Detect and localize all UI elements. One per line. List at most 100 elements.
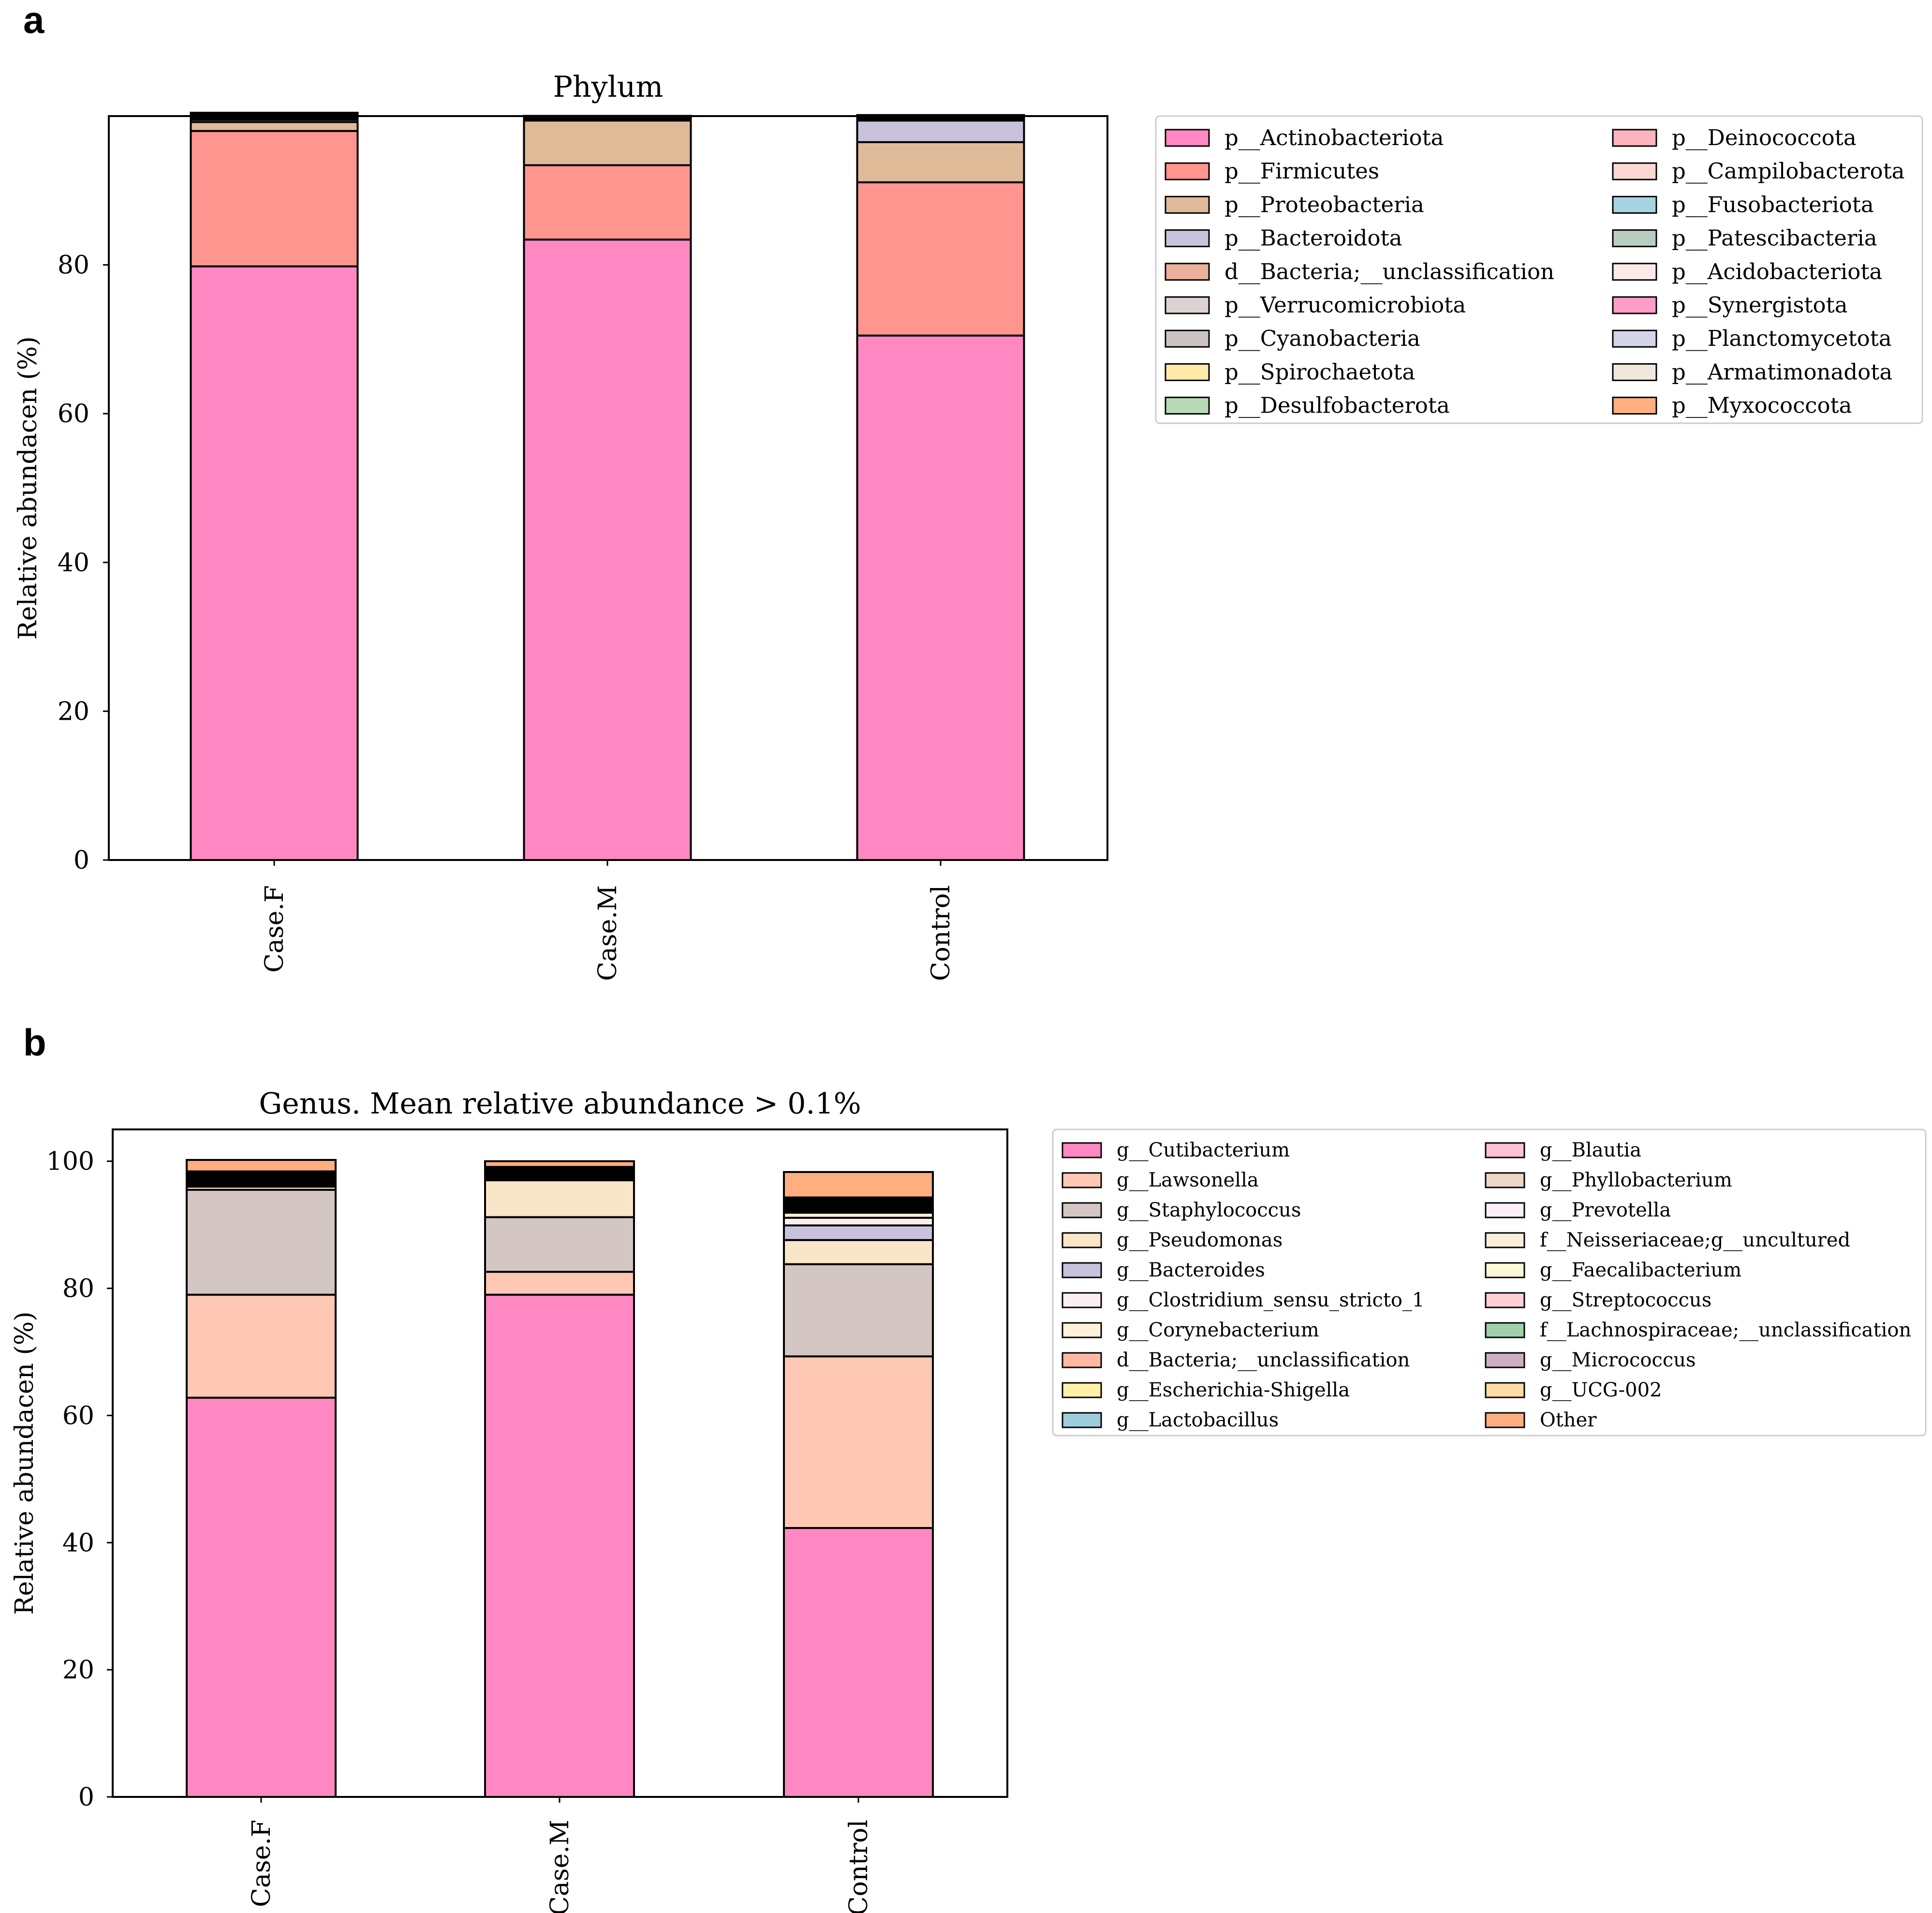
legend-label-d-bacteria-unclassification: d__Bacteria;__unclassification <box>1117 1349 1410 1371</box>
panel-letter-a: a <box>23 0 44 41</box>
legend-frame <box>1155 115 1923 424</box>
legend-swatch-g-lawsonella <box>1062 1172 1102 1188</box>
legend-swatch-p-verrucomicrobiota <box>1165 296 1210 314</box>
x-tick-label-control: Control <box>927 885 956 981</box>
legend-swatch-p-deinococcota <box>1612 129 1657 147</box>
legend-label-p-planctomycetota: p__Planctomycetota <box>1672 326 1892 351</box>
legend-label-p-verrucomicrobiota: p__Verrucomicrobiota <box>1224 292 1466 318</box>
y-tick-label: 0 <box>74 846 89 875</box>
x-tick-label-case-m: Case.M <box>546 1820 575 1913</box>
chart-title: Genus. Mean relative abundance > 0.1% <box>259 1087 861 1121</box>
x-tick-label-case-f: Case.F <box>260 885 289 973</box>
bar-segment-case-f-g-cutibacterium <box>186 1396 337 1798</box>
bar-segment-case-m-p-proteobacteria <box>523 119 692 166</box>
legend-label-g-faecalibacterium: g__Faecalibacterium <box>1540 1259 1741 1281</box>
legend-label-g-staphylococcus: g__Staphylococcus <box>1117 1199 1301 1221</box>
bar-segment-case-f-p-firmicutes <box>190 130 359 267</box>
legend-label-g-streptococcus: g__Streptococcus <box>1540 1289 1711 1311</box>
legend-swatch-p-bacteroidota <box>1165 229 1210 248</box>
y-tick-label: 40 <box>62 1528 94 1557</box>
legend: g__Cutibacterium g__Lawsonella g__Staphylo… <box>1052 1128 1927 1437</box>
legend-label-p-firmicutes: p__Firmicutes <box>1224 158 1379 184</box>
legend-label-g-ucg-002: g__UCG-002 <box>1540 1379 1662 1401</box>
y-tick-label: 60 <box>58 400 89 429</box>
legend-label-g-prevotella: g__Prevotella <box>1540 1199 1671 1221</box>
legend-swatch-g-lactobacillus <box>1062 1412 1102 1428</box>
plot-frame <box>108 115 1108 861</box>
legend: p__Actinobacteriota p__Firmicutes p__Prote… <box>1155 115 1923 424</box>
chart-title: Phylum <box>553 70 664 104</box>
legend-label-p-fusobacteriota: p__Fusobacteriota <box>1672 192 1874 217</box>
legend-swatch-p-proteobacteria <box>1165 195 1210 214</box>
y-tick-label: 60 <box>62 1401 94 1430</box>
x-tick-label-case-f: Case.F <box>247 1820 276 1907</box>
legend-swatch-p-acidobacteriota <box>1612 263 1657 281</box>
bar-segment-case-f-p-actinobacteriota <box>190 265 359 861</box>
bar-segment-control-p-bacteroidota <box>856 119 1025 143</box>
legend-swatch-g-prevotella <box>1485 1202 1525 1218</box>
legend-swatch-other <box>1485 1412 1525 1428</box>
legend-label-g-phyllobacterium: g__Phyllobacterium <box>1540 1169 1732 1191</box>
legend-swatch-g-streptococcus <box>1485 1292 1525 1308</box>
y-tick-label: 20 <box>58 697 89 726</box>
legend-swatch-f-lachnospiraceae-unclassification <box>1485 1322 1525 1338</box>
bar-segment-control-p-proteobacteria <box>856 141 1025 183</box>
legend-label-g-escherichia-shigella: g__Escherichia-Shigella <box>1117 1379 1350 1401</box>
x-tick-label-case-m: Case.M <box>593 885 622 981</box>
legend-label-g-cutibacterium: g__Cutibacterium <box>1117 1139 1290 1161</box>
legend-label-g-lactobacillus: g__Lactobacillus <box>1117 1409 1279 1431</box>
bar-segment-case-m-other <box>484 1160 635 1168</box>
y-tick-label: 20 <box>62 1656 94 1685</box>
panel-letter-b: b <box>23 1021 46 1064</box>
bar-segment-case-m-p-actinobacteriota <box>523 238 692 861</box>
legend-swatch-p-patescibacteria <box>1612 229 1657 248</box>
plot-frame <box>112 1128 1008 1798</box>
bar-segment-case-m-g-staphylococcus <box>484 1216 635 1273</box>
legend-label-g-blautia: g__Blautia <box>1540 1139 1641 1161</box>
legend-swatch-g-pseudomonas <box>1062 1232 1102 1248</box>
legend-label-p-spirochaetota: p__Spirochaetota <box>1224 359 1415 385</box>
legend-label-p-armatimonadota: p__Armatimonadota <box>1672 359 1892 385</box>
bar-segment-case-m-p-firmicutes <box>523 164 692 241</box>
legend-label-f-lachnospiraceae-unclassification: f__Lachnospiraceae;__unclassification <box>1540 1319 1911 1341</box>
phylum-chart: Phylum Relative abundacen (%) 0 20 40 60 80 Cas… <box>14 70 1923 981</box>
legend-swatch-p-myxococcota <box>1612 397 1657 415</box>
bar-segment-case-m-g-cutibacterium <box>484 1293 635 1798</box>
legend-label-p-proteobacteria: p__Proteobacteria <box>1224 192 1424 217</box>
bar-segment-case-f-other <box>186 1159 337 1172</box>
x-tick-label-control: Control <box>844 1820 873 1913</box>
y-axis-label: Relative abundacen (%) <box>10 1311 39 1615</box>
bar-segment-case-m-g-lawsonella <box>484 1271 635 1296</box>
y-tick-label: 100 <box>46 1147 94 1176</box>
legend-swatch-p-planctomycetota <box>1612 329 1657 348</box>
legend-swatch-g-staphylococcus <box>1062 1202 1102 1218</box>
bar-segment-control-p-firmicutes <box>856 181 1025 337</box>
legend-swatch-g-phyllobacterium <box>1485 1172 1525 1188</box>
legend-swatch-g-ucg-002 <box>1485 1382 1525 1398</box>
legend-label-f-neisseriaceae-g-uncultured: f__Neisseriaceae;g__uncultured <box>1540 1229 1850 1251</box>
legend-label-p-bacteroidota: p__Bacteroidota <box>1224 225 1402 251</box>
bar-segment-control-g-bacteroides <box>783 1224 934 1241</box>
legend-swatch-p-cyanobacteria <box>1165 329 1210 348</box>
legend-label-d-bacteria-unclassification: d__Bacteria;__unclassification <box>1224 259 1554 284</box>
legend-label-p-desulfobacterota: p__Desulfobacterota <box>1224 393 1450 418</box>
legend-swatch-g-cutibacterium <box>1062 1142 1102 1158</box>
bar-segment-case-f-g-lawsonella <box>186 1293 337 1399</box>
legend-label-g-corynebacterium: g__Corynebacterium <box>1117 1319 1319 1341</box>
genus-chart: Genus. Mean relative abundance > 0.1% Rel… <box>10 1087 1927 1913</box>
legend-label-p-deinococcota: p__Deinococcota <box>1672 125 1857 150</box>
legend-swatch-p-spirochaetota <box>1165 363 1210 381</box>
legend-swatch-p-campilobacterota <box>1612 162 1657 180</box>
legend-swatch-p-firmicutes <box>1165 162 1210 180</box>
bar-segment-control-g-pseudomonas <box>783 1239 934 1265</box>
legend-label-p-campilobacterota: p__Campilobacterota <box>1672 158 1905 184</box>
bar-segment-control-g-staphylococcus <box>783 1263 934 1358</box>
legend-swatch-p-fusobacteriota <box>1612 195 1657 214</box>
legend-swatch-p-actinobacteriota <box>1165 129 1210 147</box>
legend-label-p-synergistota: p__Synergistota <box>1672 292 1848 318</box>
legend-label-g-clostridium-sensu-stricto-1: g__Clostridium_sensu_stricto_1 <box>1117 1289 1424 1311</box>
legend-label-p-myxococcota: p__Myxococcota <box>1672 393 1852 418</box>
legend-swatch-g-clostridium-sensu-stricto-1 <box>1062 1292 1102 1308</box>
bar-segment-control-g-lawsonella <box>783 1355 934 1529</box>
